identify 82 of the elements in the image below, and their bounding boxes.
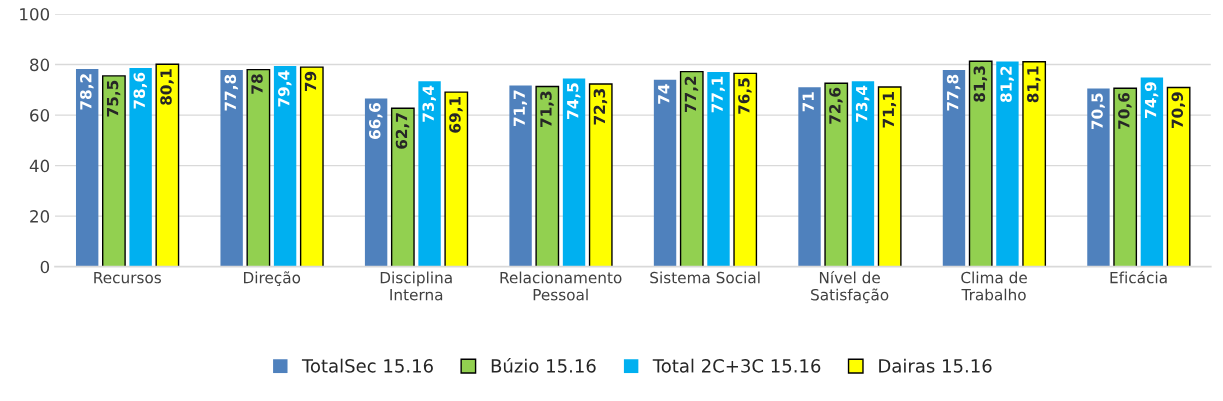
- y-tick-label: 80: [30, 58, 50, 72]
- bar: [246, 68, 271, 267]
- bar: [1140, 77, 1164, 267]
- data-label: 72,6: [829, 87, 843, 124]
- bar: [418, 81, 441, 267]
- data-label: 76,5: [738, 78, 752, 114]
- data-label: 78,2: [80, 74, 94, 110]
- y-tick-label: 100: [20, 8, 50, 21]
- y-tick-label: 40: [29, 159, 50, 173]
- data-label: 78,6: [133, 72, 148, 109]
- data-label: 81,1: [1027, 66, 1041, 103]
- x-tick-label: Recursos: [94, 272, 161, 284]
- data-label: 79,4: [277, 70, 292, 107]
- data-label: 81,2: [1000, 66, 1014, 103]
- data-label: 74: [658, 84, 670, 104]
- legend-label: TotalSec 15.16: [301, 358, 433, 373]
- data-label: 73,4: [422, 85, 436, 122]
- data-label: 72,3: [593, 89, 608, 125]
- bar: [1087, 88, 1110, 267]
- data-label: 73,4: [855, 85, 870, 122]
- bar: [129, 68, 152, 267]
- data-label: 62,7: [395, 113, 410, 149]
- legend-label: Total 2C+3C 15.16: [652, 358, 821, 373]
- bar: [968, 60, 993, 267]
- data-label: 79: [304, 71, 317, 92]
- data-label: 80,1: [160, 69, 174, 105]
- bar: [996, 61, 1019, 267]
- x-tick-label: Disciplina Interna: [380, 271, 452, 301]
- data-label: 81,3: [973, 66, 988, 102]
- x-tick-label: Sistema Social: [650, 271, 760, 284]
- data-label: 77,1: [711, 76, 725, 113]
- bar: [75, 69, 99, 267]
- data-label: 71,1: [882, 91, 897, 128]
- bar: [509, 85, 532, 267]
- x-tick-label: Direção: [244, 271, 301, 287]
- data-label: 71,3: [540, 91, 554, 127]
- x-tick-label: Clima de Trabalho: [961, 271, 1027, 301]
- bar: [299, 66, 324, 267]
- bar: [588, 83, 613, 267]
- data-label: 70,5: [1091, 93, 1105, 130]
- bar: [653, 79, 677, 267]
- data-label: 74,5: [567, 83, 581, 119]
- bar: [364, 98, 388, 267]
- data-label: 70,6: [1118, 92, 1132, 129]
- bar: [679, 70, 704, 267]
- bar: [535, 85, 560, 267]
- bar: [562, 78, 586, 267]
- bar: [102, 75, 126, 267]
- data-label: 71,7: [513, 90, 527, 126]
- bar: [390, 107, 415, 267]
- legend-label: Búzio 15.16: [491, 357, 596, 373]
- data-label: 71: [802, 92, 814, 112]
- bar: [1022, 61, 1047, 267]
- data-label: 69,1: [449, 96, 463, 133]
- data-label: 74,9: [1144, 82, 1159, 118]
- data-label: 75,5: [106, 80, 121, 117]
- bar: [877, 86, 902, 267]
- y-tick-label: 20: [30, 210, 50, 223]
- bar: [220, 70, 243, 267]
- bar: [444, 91, 469, 267]
- bar: [155, 63, 180, 267]
- bar: [851, 81, 875, 267]
- y-tick-label: 0: [40, 260, 50, 274]
- data-label: 78: [251, 74, 263, 94]
- bar: [1113, 87, 1138, 267]
- y-tick-label: 60: [30, 109, 50, 122]
- data-label: 66,6: [369, 103, 383, 139]
- bar: [798, 87, 821, 267]
- data-label: 77,8: [224, 74, 239, 111]
- data-label: 77,8: [946, 74, 961, 111]
- x-tick-label: Relacionamento Pessoal: [500, 271, 622, 301]
- bar: [707, 71, 730, 267]
- bar: [824, 82, 849, 267]
- bar: [942, 70, 966, 267]
- bar: [273, 66, 297, 267]
- data-label: 77,2: [684, 76, 699, 113]
- x-tick-label: Eficácia: [1110, 270, 1167, 284]
- bar: [1166, 86, 1191, 267]
- data-label: 70,9: [1171, 92, 1186, 129]
- legend-label: Dairas 15.16: [879, 358, 992, 373]
- bar: [733, 72, 758, 267]
- x-tick-label: Nível de Satisfação: [811, 270, 889, 304]
